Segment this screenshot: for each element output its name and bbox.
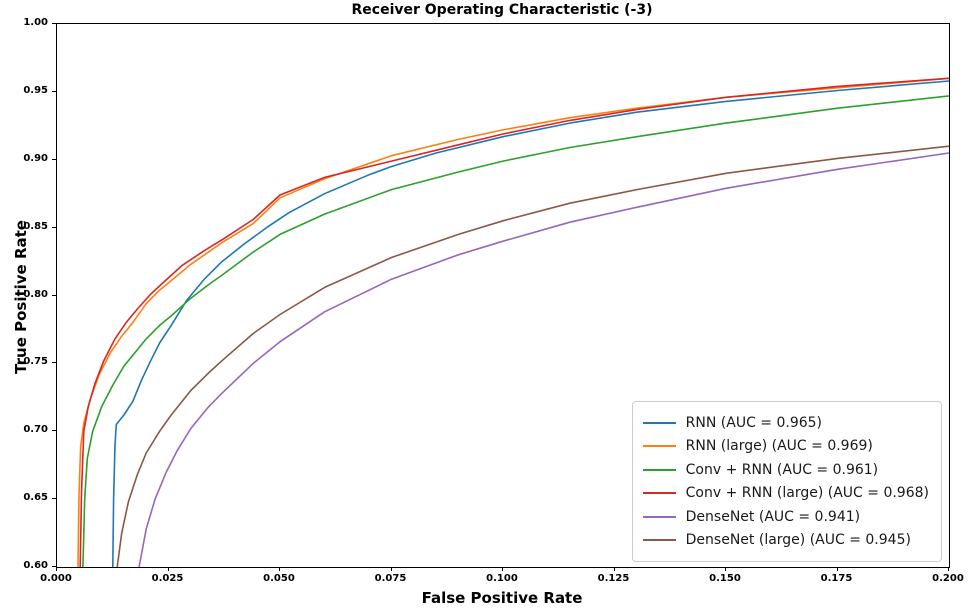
y-tick-label: 0.95 <box>23 84 48 96</box>
x-tick-label: 0.150 <box>709 573 741 584</box>
x-tick-label: 0.100 <box>486 573 518 584</box>
y-tick-label: 0.65 <box>23 492 48 504</box>
legend-line-swatch <box>642 421 676 424</box>
legend-line-swatch <box>642 492 676 495</box>
legend-label: Conv + RNN (large) (AUC = 0.968) <box>685 485 929 502</box>
legend-label: RNN (large) (AUC = 0.969) <box>685 438 873 455</box>
y-tick-mark <box>52 362 56 364</box>
plot-area: RNN (AUC = 0.965) RNN (large) (AUC = 0.96… <box>56 23 950 568</box>
x-tick-label: 0.200 <box>932 573 964 584</box>
x-tick-mark <box>836 567 838 571</box>
roc-curve-conv-rnn-large-auc-0-968 <box>79 77 949 567</box>
legend-label: RNN (AUC = 0.965) <box>685 414 823 431</box>
legend-label: DenseNet (AUC = 0.941) <box>685 508 861 525</box>
x-tick-mark <box>725 567 726 571</box>
x-tick-mark <box>390 567 392 571</box>
x-tick-label: 0.000 <box>40 573 72 584</box>
y-tick-label: 0.90 <box>23 152 48 164</box>
y-tick-mark <box>52 226 56 228</box>
x-tick-label: 0.075 <box>374 573 407 584</box>
x-axis-label: False Positive Rate <box>421 589 583 607</box>
x-tick-mark <box>613 567 615 571</box>
chart-title: Receiver Operating Characteristic (-3) <box>351 2 653 18</box>
roc-curve-rnn-auc-0-965 <box>112 80 949 567</box>
x-tick-mark <box>948 567 949 571</box>
y-tick-mark <box>52 158 56 160</box>
legend-item-densenet-large-auc-0-945: DenseNet (large) (AUC = 0.945) <box>642 529 929 553</box>
y-tick-mark <box>52 430 56 432</box>
y-tick-label: 0.60 <box>23 560 48 571</box>
y-tick-mark <box>52 23 56 24</box>
y-tick-label: 0.85 <box>23 220 48 232</box>
x-tick-label: 0.125 <box>597 573 630 584</box>
y-tick-label: 0.70 <box>23 424 48 436</box>
legend-item-conv-rnn-auc-0-961: Conv + RNN (AUC = 0.961) <box>642 458 929 482</box>
y-tick-mark <box>52 566 56 567</box>
y-tick-mark <box>52 294 56 296</box>
x-tick-label: 0.050 <box>263 573 295 584</box>
legend-item-conv-rnn-large-auc-0-968: Conv + RNN (large) (AUC = 0.968) <box>642 482 929 506</box>
x-tick-mark <box>167 567 169 571</box>
y-tick-label: 0.75 <box>23 356 48 368</box>
x-tick-mark <box>56 567 57 571</box>
legend-label: DenseNet (large) (AUC = 0.945) <box>685 532 911 549</box>
x-tick-label: 0.175 <box>820 573 853 584</box>
legend-line-swatch <box>642 468 676 471</box>
legend-line-swatch <box>642 515 676 518</box>
y-axis-label: True Positive Rate <box>12 220 30 374</box>
legend-item-rnn-large-auc-0-969: RNN (large) (AUC = 0.969) <box>642 435 929 459</box>
roc-curve-conv-rnn-auc-0-961 <box>82 95 949 567</box>
plot-svg <box>77 77 949 567</box>
legend: RNN (AUC = 0.965) RNN (large) (AUC = 0.96… <box>631 401 942 562</box>
roc-curve-densenet-large-auc-0-945 <box>116 145 949 567</box>
y-tick-label: 0.80 <box>23 288 48 300</box>
y-tick-label: 1.00 <box>23 17 48 28</box>
x-tick-mark <box>279 567 280 571</box>
y-tick-mark <box>52 498 56 500</box>
y-tick-mark <box>52 90 56 92</box>
legend-label: Conv + RNN (AUC = 0.961) <box>685 461 879 478</box>
roc-curve-densenet-auc-0-941 <box>138 152 949 567</box>
legend-line-swatch <box>642 445 676 448</box>
legend-line-swatch <box>642 539 676 542</box>
legend-item-rnn-auc-0-965: RNN (AUC = 0.965) <box>642 411 929 435</box>
legend-item-densenet-auc-0-941: DenseNet (AUC = 0.941) <box>642 505 929 529</box>
x-tick-label: 0.025 <box>151 573 184 584</box>
x-tick-mark <box>502 567 503 571</box>
